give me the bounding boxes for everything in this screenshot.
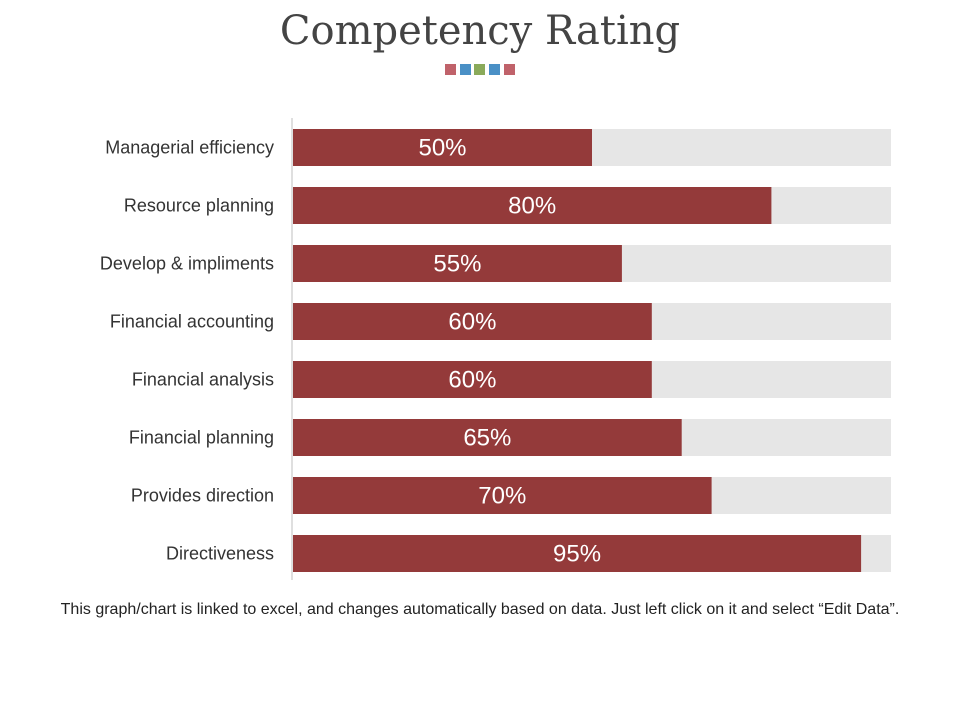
chart-caption: This graph/chart is linked to excel, and… xyxy=(40,598,920,622)
category-label: Directiveness xyxy=(166,544,274,564)
data-label: 50% xyxy=(418,135,466,162)
data-label: 70% xyxy=(478,483,526,510)
data-label: 60% xyxy=(448,367,496,394)
category-label: Financial analysis xyxy=(132,370,274,390)
category-label: Managerial efficiency xyxy=(105,138,274,158)
data-label: 95% xyxy=(553,541,601,568)
bar-chart: Managerial efficiency 50% Resource plannin… xyxy=(0,0,960,600)
data-label: 60% xyxy=(448,309,496,336)
category-label: Resource planning xyxy=(124,196,274,216)
data-label: 80% xyxy=(508,193,556,220)
data-label: 65% xyxy=(463,425,511,452)
data-label: 55% xyxy=(433,251,481,278)
category-label: Financial planning xyxy=(129,428,274,448)
category-label: Provides direction xyxy=(131,486,274,506)
category-label: Develop & impliments xyxy=(100,254,274,274)
category-label: Financial accounting xyxy=(110,312,274,332)
